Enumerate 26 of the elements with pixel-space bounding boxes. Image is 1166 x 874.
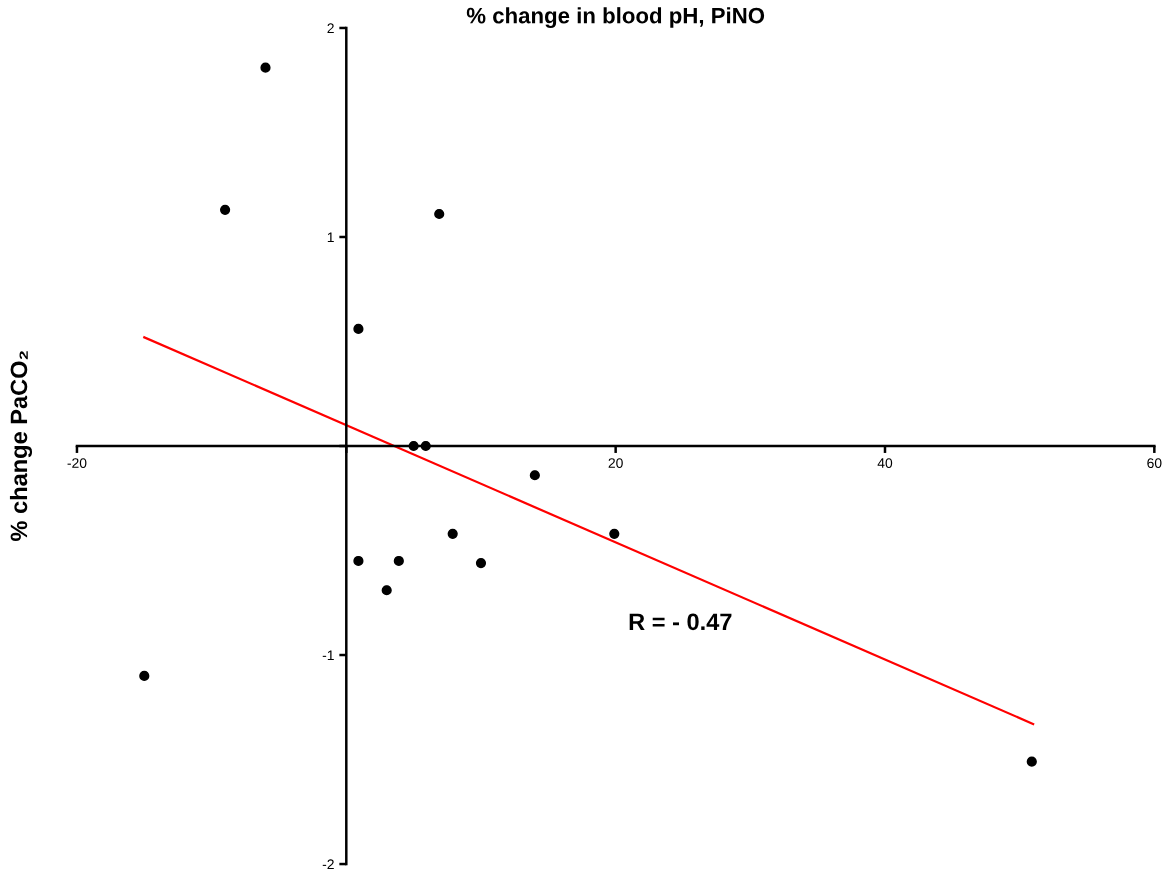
chart-title: % change in blood pH, PiNO bbox=[466, 7, 765, 28]
point bbox=[529, 470, 540, 481]
point bbox=[434, 208, 445, 220]
point bbox=[447, 528, 458, 539]
point bbox=[475, 557, 487, 569]
y-tick-label: -1 bbox=[322, 650, 334, 661]
y-axis-title: % change PaCO₂ bbox=[9, 351, 33, 541]
y-tick-label: 2 bbox=[327, 23, 334, 33]
point bbox=[393, 555, 404, 567]
y-tick-label: 1 bbox=[327, 232, 334, 243]
x-tick-label: -20 bbox=[67, 458, 87, 469]
point bbox=[609, 528, 620, 539]
point bbox=[408, 440, 419, 452]
x-tick-label: 40 bbox=[877, 458, 893, 469]
point bbox=[353, 323, 364, 335]
point bbox=[260, 62, 271, 73]
point bbox=[381, 585, 392, 596]
point bbox=[220, 204, 231, 215]
point bbox=[353, 555, 364, 567]
point bbox=[420, 440, 431, 452]
point bbox=[1026, 756, 1037, 767]
annotation: R = - 0.47 bbox=[629, 613, 732, 631]
y-tick-label: -2 bbox=[322, 859, 334, 870]
x-tick-label: 20 bbox=[608, 458, 623, 469]
point bbox=[139, 670, 150, 682]
x-tick-label: 60 bbox=[1147, 458, 1162, 469]
